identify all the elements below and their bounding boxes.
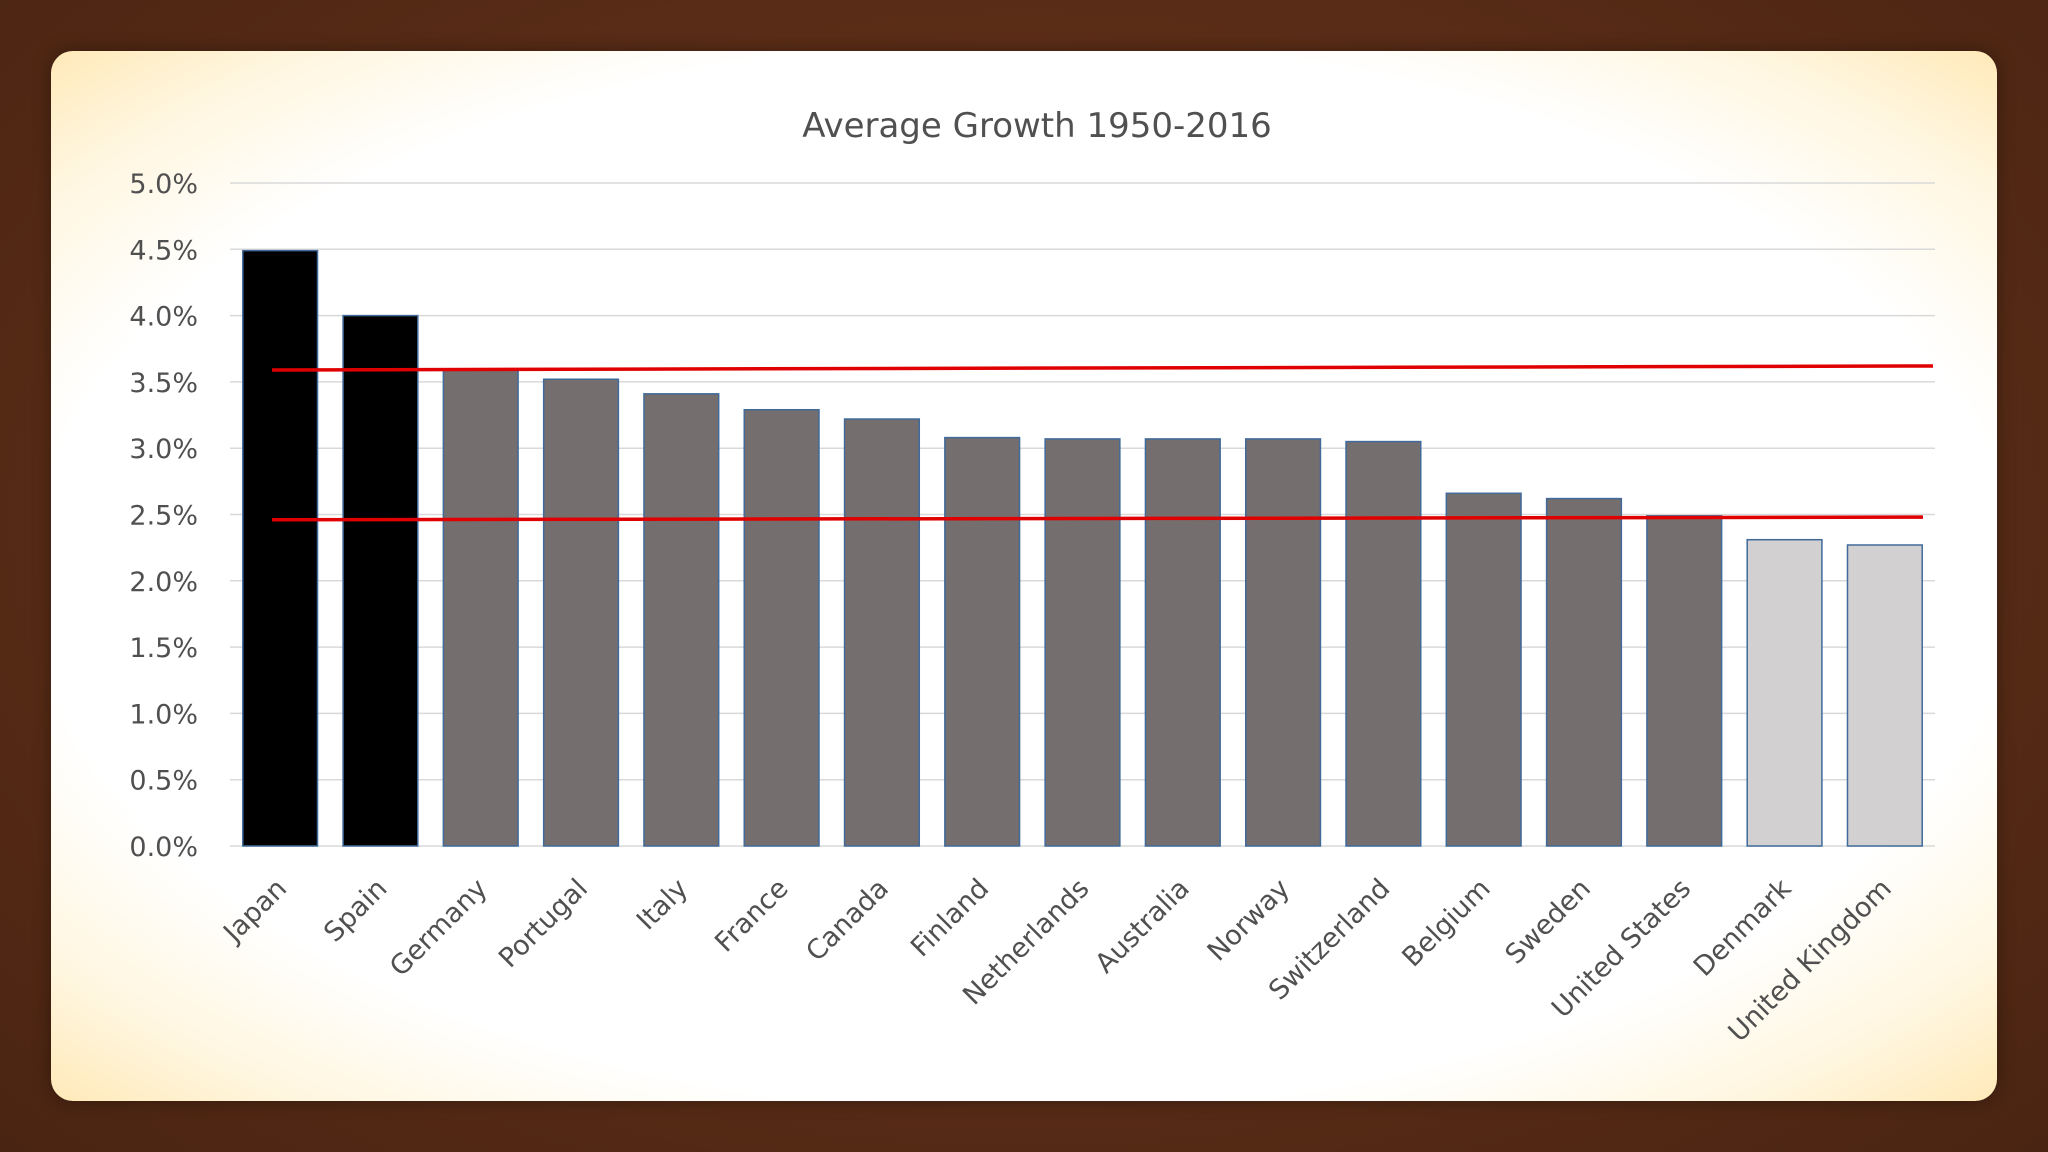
y-tick-label: 4.5% (129, 235, 198, 266)
bar-switzerland (1345, 440, 1422, 847)
bar-finland (944, 436, 1021, 847)
bar-norway (1244, 438, 1322, 847)
y-tick-label: 5.0% (129, 169, 198, 200)
bar-sweden (1545, 497, 1623, 847)
x-tick-label: Spain (318, 873, 393, 948)
y-tick-label: 1.0% (129, 699, 198, 730)
x-tick-label: Germany (384, 873, 494, 983)
x-tick-label: Sweden (1500, 873, 1597, 970)
x-tick-label: Belgium (1396, 873, 1496, 973)
y-tick-label: 0.5% (129, 766, 198, 797)
bar-belgium (1445, 492, 1522, 847)
x-tick-label: Italy (631, 873, 694, 936)
y-tick-label: 3.5% (129, 368, 198, 399)
x-tick-label: Finland (905, 873, 995, 963)
bars (242, 249, 1923, 847)
y-axis: 0.0% 0.5% 1.0% 1.5% 2.0% 2.5% 3.0% 3.5% 4.0% 4.5%… (129, 169, 198, 863)
bar-united-states (1646, 515, 1723, 847)
x-tick-label: Australia (1089, 873, 1195, 979)
chart-title: Average Growth 1950-2016 (802, 106, 1272, 146)
y-tick-label: 2.0% (129, 567, 198, 598)
bar-italy (643, 393, 720, 847)
x-tick-label: France (709, 873, 794, 958)
y-tick-label: 2.5% (129, 501, 198, 532)
x-tick-label: Denmark (1688, 873, 1798, 983)
x-tick-label: Japan (217, 873, 294, 950)
x-tick-label: Canada (800, 873, 895, 968)
reference-line (271, 364, 1934, 372)
bar-canada (843, 418, 921, 847)
bar-germany (442, 369, 519, 847)
y-tick-label: 4.0% (129, 302, 198, 333)
x-tick-label: Portugal (493, 873, 594, 974)
bar-netherlands (1044, 438, 1121, 847)
bar-denmark (1746, 538, 1823, 847)
reference-line (271, 515, 1924, 522)
bar-portugal (542, 378, 620, 847)
reference-lines (271, 364, 1934, 522)
y-tick-label: 3.0% (129, 434, 198, 465)
y-tick-label: 0.0% (129, 832, 198, 863)
bar-australia (1144, 438, 1221, 847)
bar-united-kingdom (1846, 544, 1923, 847)
bar-france (743, 408, 820, 847)
x-tick-label: Norway (1202, 873, 1296, 967)
y-tick-label: 1.5% (129, 633, 198, 664)
bar-spain (342, 314, 419, 847)
bar-japan (242, 249, 319, 847)
